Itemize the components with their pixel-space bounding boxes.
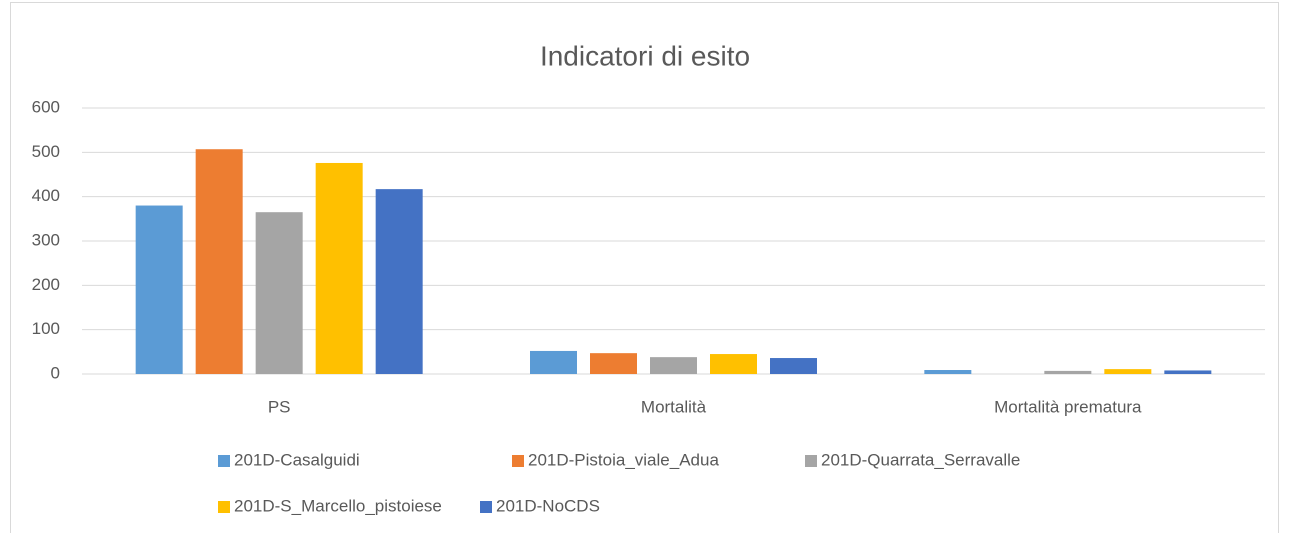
- bar: [1044, 370, 1092, 374]
- legend-label: 201D-NoCDS: [496, 496, 600, 515]
- bar: [315, 162, 363, 374]
- y-tick-label: 400: [32, 186, 60, 205]
- legend-label: 201D-Pistoia_viale_Adua: [528, 450, 719, 469]
- legend-swatch: [218, 455, 230, 467]
- bar: [255, 212, 303, 374]
- legend-swatch: [512, 455, 524, 467]
- legend-swatch: [480, 501, 492, 513]
- legend-label: 201D-S_Marcello_pistoiese: [234, 496, 442, 515]
- bar: [770, 358, 817, 374]
- y-tick-label: 0: [51, 363, 60, 382]
- bar: [710, 354, 757, 374]
- bar: [375, 189, 423, 374]
- bar: [530, 350, 577, 374]
- bar: [195, 149, 243, 374]
- bar: [1104, 369, 1152, 374]
- x-tick-label: PS: [268, 397, 291, 416]
- x-tick-label: Mortalità: [641, 397, 707, 416]
- y-tick-label: 200: [32, 275, 60, 294]
- x-tick-label: Mortalità prematura: [994, 397, 1142, 416]
- bar: [650, 357, 697, 374]
- legend-swatch: [218, 501, 230, 513]
- legend-label: 201D-Quarrata_Serravalle: [821, 450, 1020, 469]
- y-tick-label: 600: [32, 97, 60, 116]
- legend-swatch: [805, 455, 817, 467]
- y-tick-label: 500: [32, 142, 60, 161]
- bar: [590, 353, 637, 374]
- bar: [924, 370, 972, 374]
- chart-title: Indicatori di esito: [540, 40, 750, 71]
- y-tick-label: 100: [32, 319, 60, 338]
- bar: [1164, 370, 1212, 374]
- bar: [135, 205, 183, 374]
- legend-label: 201D-Casalguidi: [234, 450, 360, 469]
- y-tick-label: 300: [32, 230, 60, 249]
